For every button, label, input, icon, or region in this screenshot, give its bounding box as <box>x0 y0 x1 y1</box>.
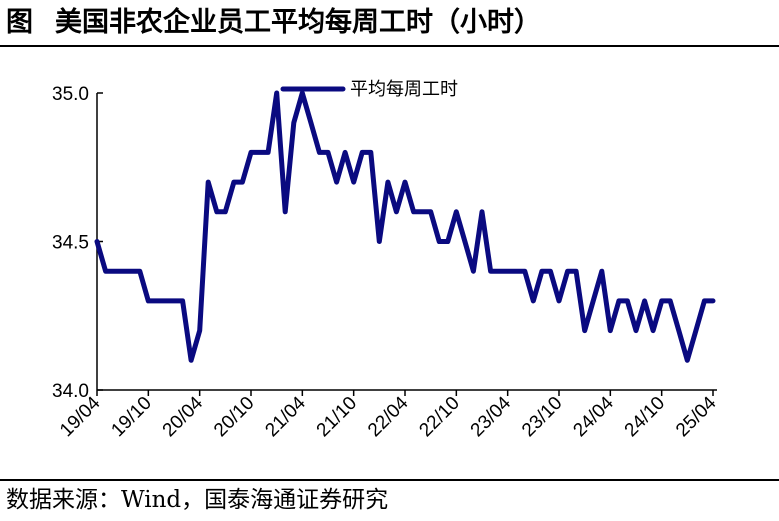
figure-title: 图美国非农企业员工平均每周工时（小时） <box>0 0 779 46</box>
x-tick-label: 20/10 <box>210 393 258 441</box>
top-rule <box>0 45 779 47</box>
y-tick-label: 34.0 <box>52 381 89 402</box>
line-chart: 34.034.535.019/04 19/10 20/04 20/10 21/04 21/… <box>52 79 721 441</box>
x-tick-label: 19/10 <box>107 393 155 441</box>
series-line <box>94 90 716 363</box>
y-tick-label: 35.0 <box>52 84 89 105</box>
x-tick-label: 20/04 <box>159 392 208 441</box>
x-tick-label: 22/10 <box>415 393 463 441</box>
x-tick-label: 24/10 <box>621 393 669 441</box>
x-tick-label: 22/04 <box>364 392 413 441</box>
x-tick-label: 23/10 <box>518 393 566 441</box>
figure-label: 图 <box>6 7 33 38</box>
x-tick-label: 24/04 <box>569 392 618 441</box>
bottom-rule <box>0 479 779 481</box>
y-tick-label: 34.5 <box>52 233 89 254</box>
x-tick-label: 21/10 <box>313 393 361 441</box>
source-note: 数据来源：Wind，国泰海通证券研究 <box>6 487 389 513</box>
legend-label: 平均每周工时 <box>350 79 458 100</box>
figure-title-text: 美国非农企业员工平均每周工时（小时） <box>55 7 541 38</box>
x-tick-label: 25/04 <box>672 392 721 441</box>
x-tick-label: 21/04 <box>261 392 310 441</box>
x-tick-label: 23/04 <box>467 392 516 441</box>
